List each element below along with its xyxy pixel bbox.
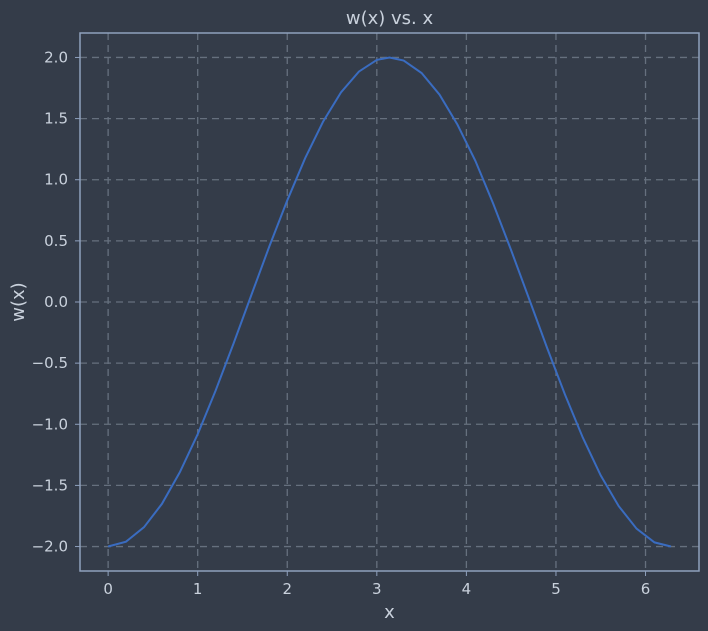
- y-tick-label: −1.5: [32, 476, 68, 494]
- series-layer: [107, 56, 672, 548]
- x-tick-label: 0: [103, 580, 113, 598]
- y-tick-label: −0.5: [32, 354, 68, 372]
- y-tick-label: −2.0: [32, 538, 68, 556]
- y-tick-label: 1.5: [44, 110, 68, 128]
- x-axis-label: x: [384, 602, 395, 623]
- y-tick-label: 0.5: [44, 232, 68, 250]
- x-tick-label: 6: [641, 580, 651, 598]
- y-tick-label: 0.0: [44, 293, 68, 311]
- x-tick-label: 5: [551, 580, 561, 598]
- y-tick-label: 1.0: [44, 171, 68, 189]
- x-tick-label: 4: [462, 580, 472, 598]
- axis-ticks: 0 1 2 3 4 5 6 2.0 1.5 1.0 0.5 0.0 −0.5 −1.0 −1.5 −2.0: [32, 48, 651, 598]
- grid: [80, 33, 699, 571]
- y-tick-label: −1.0: [32, 415, 68, 433]
- y-axis-label: w(x): [8, 282, 29, 321]
- y-tick-label: 2.0: [44, 48, 68, 66]
- chart-title: w(x) vs. x: [346, 8, 434, 29]
- x-tick-label: 1: [193, 580, 203, 598]
- series-line: [107, 56, 672, 548]
- x-tick-label: 3: [372, 580, 382, 598]
- plot-frame: [79, 32, 700, 572]
- x-tick-label: 2: [282, 580, 292, 598]
